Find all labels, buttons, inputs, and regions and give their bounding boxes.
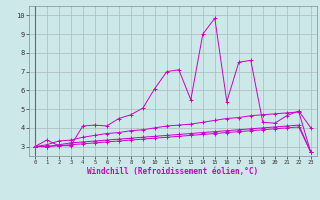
X-axis label: Windchill (Refroidissement éolien,°C): Windchill (Refroidissement éolien,°C) [87,167,258,176]
